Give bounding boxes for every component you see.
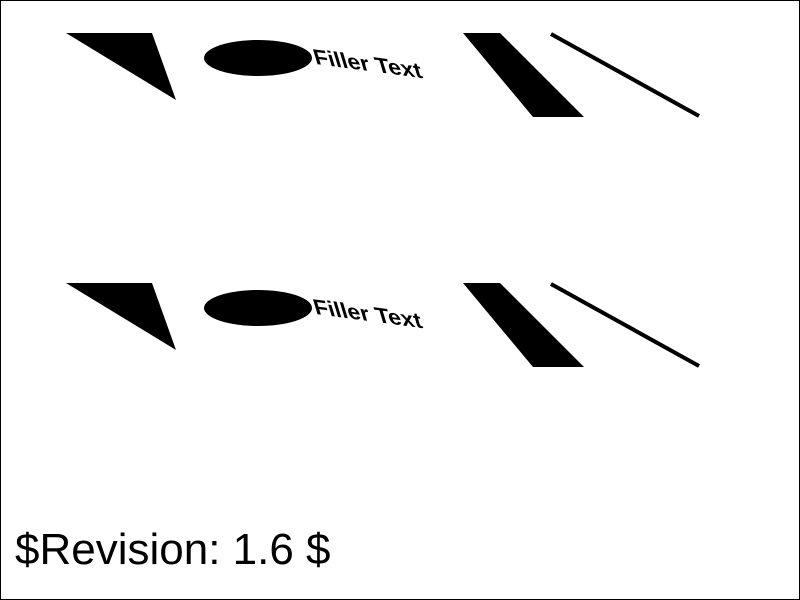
- skewed-triangle: [66, 283, 176, 350]
- revision-label: $Revision: 1.6 $: [15, 525, 331, 574]
- skewed-text: Filler Text: [310, 44, 425, 83]
- skewed-ellipse: [204, 290, 312, 326]
- shape-row-top: Filler Text: [66, 32, 700, 118]
- skewed-line: [550, 32, 700, 118]
- shape-row-bottom: Filler Text: [66, 282, 700, 368]
- skewed-bar: [463, 283, 584, 367]
- skewed-text: Filler Text: [310, 294, 425, 333]
- skewed-bar: [463, 33, 584, 117]
- skewed-ellipse: [204, 40, 312, 76]
- skewed-triangle: [66, 33, 176, 100]
- skewed-line: [550, 282, 700, 368]
